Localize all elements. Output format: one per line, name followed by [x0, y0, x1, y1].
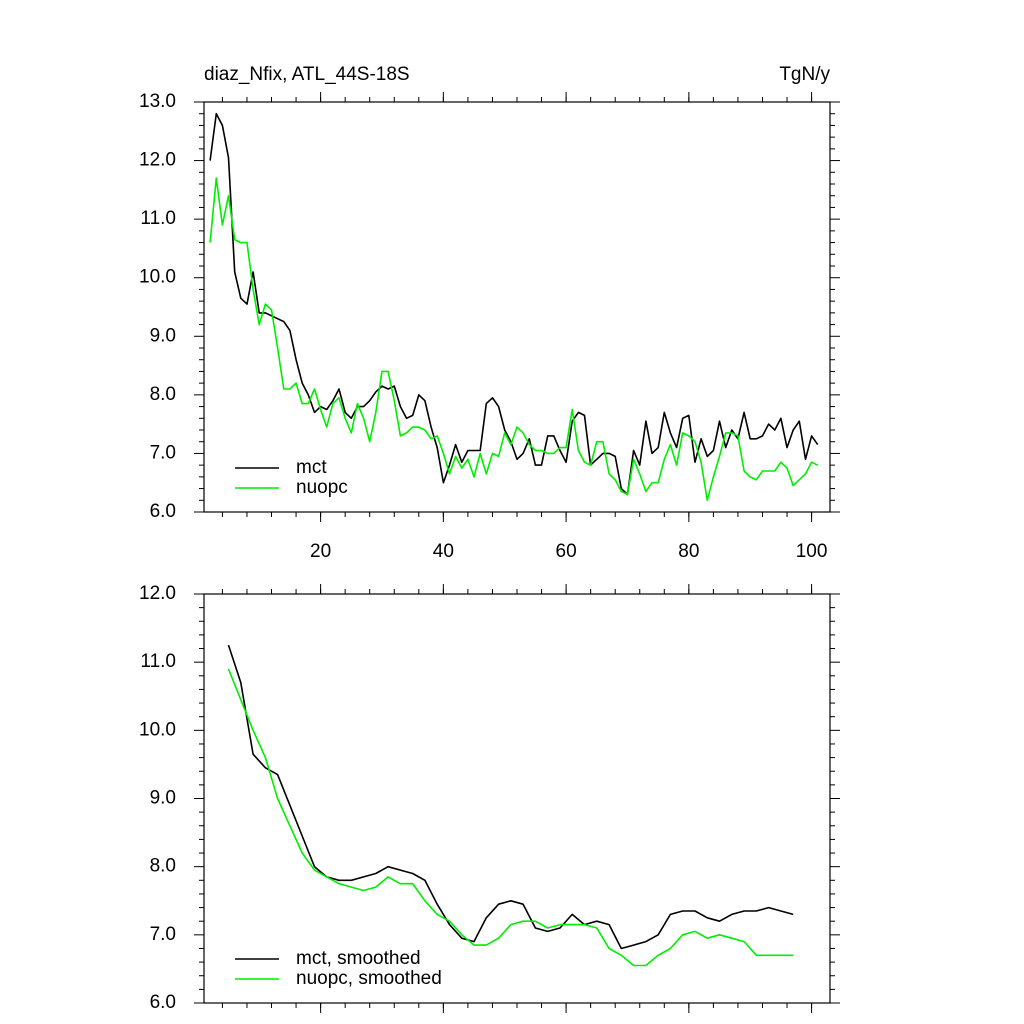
data-line [209, 112, 819, 496]
y-tick-label: 13.0 [139, 91, 176, 112]
y-tick-label: 7.0 [150, 442, 176, 463]
x-tick-label: 40 [433, 541, 454, 562]
y-tick-label: 8.0 [150, 384, 176, 405]
chart-title: diaz_Nfix, ATL_44S-18S [204, 64, 410, 85]
y-tick-label: 11.0 [140, 208, 176, 229]
y-tick-label: 8.0 [150, 856, 176, 877]
legend-label: mct [296, 457, 327, 478]
y-tick-label: 12.0 [139, 583, 176, 604]
y-tick-label: 9.0 [150, 788, 176, 809]
y-tick-label: 11.0 [140, 651, 176, 672]
plot-frame [203, 101, 831, 513]
x-tick-label: 20 [310, 541, 331, 562]
x-tick-label: 60 [556, 541, 577, 562]
data-line [227, 668, 794, 967]
y-tick-label: 10.0 [139, 267, 176, 288]
data-line [227, 644, 794, 950]
x-tick-label: 100 [796, 541, 828, 562]
plot-frame [203, 593, 831, 1004]
y-tick-label: 9.0 [150, 325, 176, 346]
units-label: TgN/y [779, 64, 830, 85]
data-line [209, 177, 819, 502]
y-tick-label: 10.0 [139, 719, 176, 740]
y-tick-label: 6.0 [150, 992, 176, 1013]
x-tick-label: 80 [678, 541, 699, 562]
y-tick-label: 12.0 [139, 150, 176, 171]
y-tick-label: 6.0 [150, 501, 176, 522]
legend-label: nuopc, smoothed [296, 968, 442, 989]
legend-label: nuopc [296, 477, 348, 498]
legend-label: mct, smoothed [296, 948, 421, 969]
y-tick-label: 7.0 [150, 924, 176, 945]
